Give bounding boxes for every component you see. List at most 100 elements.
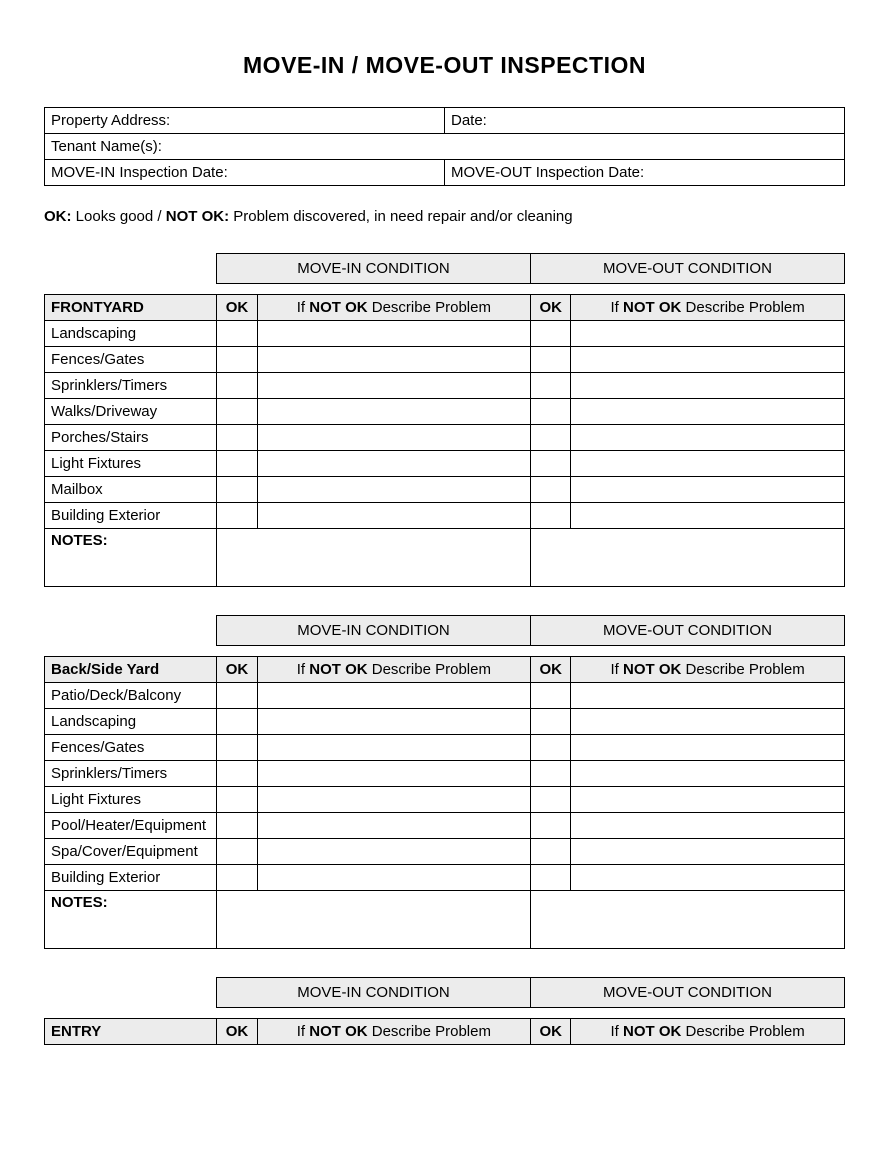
ok-cell-out[interactable] xyxy=(531,321,571,347)
ok-header-in: OK xyxy=(217,657,257,683)
desc-cell-in[interactable] xyxy=(257,761,531,787)
condition-header: MOVE-IN CONDITIONMOVE-OUT CONDITION xyxy=(44,615,845,646)
desc-cell-out[interactable] xyxy=(571,813,845,839)
date-field[interactable]: Date: xyxy=(445,108,845,134)
table-row: Fences/Gates xyxy=(45,735,845,761)
row-label: Fences/Gates xyxy=(45,347,217,373)
ok-cell-in[interactable] xyxy=(217,813,257,839)
row-label: Building Exterior xyxy=(45,865,217,891)
ok-cell-in[interactable] xyxy=(217,709,257,735)
notes-cell-out[interactable] xyxy=(531,529,845,587)
ok-cell-in[interactable] xyxy=(217,683,257,709)
ok-cell-out[interactable] xyxy=(531,761,571,787)
spacer xyxy=(44,616,217,646)
row-label: Patio/Deck/Balcony xyxy=(45,683,217,709)
ok-cell-out[interactable] xyxy=(531,865,571,891)
desc-cell-out[interactable] xyxy=(571,347,845,373)
ok-cell-in[interactable] xyxy=(217,503,257,529)
ok-cell-out[interactable] xyxy=(531,813,571,839)
ok-cell-out[interactable] xyxy=(531,839,571,865)
row-label: Porches/Stairs xyxy=(45,425,217,451)
desc-cell-in[interactable] xyxy=(257,373,531,399)
ok-cell-in[interactable] xyxy=(217,761,257,787)
desc-cell-out[interactable] xyxy=(571,321,845,347)
ok-cell-in[interactable] xyxy=(217,865,257,891)
desc-cell-in[interactable] xyxy=(257,477,531,503)
desc-cell-in[interactable] xyxy=(257,399,531,425)
desc-cell-out[interactable] xyxy=(571,399,845,425)
desc-cell-out[interactable] xyxy=(571,425,845,451)
ok-cell-in[interactable] xyxy=(217,425,257,451)
desc-cell-out[interactable] xyxy=(571,683,845,709)
ok-cell-out[interactable] xyxy=(531,735,571,761)
row-label: Light Fixtures xyxy=(45,787,217,813)
ok-cell-out[interactable] xyxy=(531,503,571,529)
ok-cell-in[interactable] xyxy=(217,839,257,865)
ok-cell-out[interactable] xyxy=(531,399,571,425)
desc-cell-in[interactable] xyxy=(257,683,531,709)
movein-date-field[interactable]: MOVE-IN Inspection Date: xyxy=(45,160,445,186)
row-label: Building Exterior xyxy=(45,503,217,529)
ok-cell-in[interactable] xyxy=(217,451,257,477)
ok-header-out: OK xyxy=(531,295,571,321)
ok-cell-in[interactable] xyxy=(217,321,257,347)
ok-cell-out[interactable] xyxy=(531,709,571,735)
table-row: Sprinklers/Timers xyxy=(45,761,845,787)
moveout-condition-header: MOVE-OUT CONDITION xyxy=(531,616,845,646)
notes-label: NOTES: xyxy=(45,891,217,949)
ok-header-out: OK xyxy=(531,657,571,683)
notes-label: NOTES: xyxy=(45,529,217,587)
ok-cell-out[interactable] xyxy=(531,347,571,373)
desc-cell-in[interactable] xyxy=(257,839,531,865)
desc-cell-out[interactable] xyxy=(571,503,845,529)
desc-cell-out[interactable] xyxy=(571,477,845,503)
ok-cell-in[interactable] xyxy=(217,373,257,399)
section-table: ENTRYOKIf NOT OK Describe ProblemOKIf NO… xyxy=(44,1018,845,1045)
ok-cell-in[interactable] xyxy=(217,347,257,373)
desc-cell-out[interactable] xyxy=(571,865,845,891)
desc-cell-in[interactable] xyxy=(257,813,531,839)
movein-condition-header: MOVE-IN CONDITION xyxy=(217,978,531,1008)
desc-cell-in[interactable] xyxy=(257,503,531,529)
table-row: Mailbox xyxy=(45,477,845,503)
ok-cell-in[interactable] xyxy=(217,787,257,813)
desc-cell-out[interactable] xyxy=(571,451,845,477)
ok-cell-out[interactable] xyxy=(531,373,571,399)
table-row: Pool/Heater/Equipment xyxy=(45,813,845,839)
ok-cell-in[interactable] xyxy=(217,399,257,425)
ok-cell-in[interactable] xyxy=(217,735,257,761)
desc-cell-in[interactable] xyxy=(257,709,531,735)
desc-cell-in[interactable] xyxy=(257,451,531,477)
desc-cell-out[interactable] xyxy=(571,373,845,399)
ok-cell-out[interactable] xyxy=(531,425,571,451)
notes-cell-out[interactable] xyxy=(531,891,845,949)
desc-cell-in[interactable] xyxy=(257,321,531,347)
property-address-field[interactable]: Property Address: xyxy=(45,108,445,134)
row-label: Sprinklers/Timers xyxy=(45,373,217,399)
notes-cell-in[interactable] xyxy=(217,529,531,587)
desc-cell-in[interactable] xyxy=(257,425,531,451)
desc-cell-in[interactable] xyxy=(257,865,531,891)
notes-cell-in[interactable] xyxy=(217,891,531,949)
ok-header-in: OK xyxy=(217,1019,257,1045)
desc-cell-out[interactable] xyxy=(571,787,845,813)
ok-cell-out[interactable] xyxy=(531,787,571,813)
desc-cell-in[interactable] xyxy=(257,735,531,761)
tenant-name-field[interactable]: Tenant Name(s): xyxy=(45,134,845,160)
ok-cell-in[interactable] xyxy=(217,477,257,503)
condition-header: MOVE-IN CONDITIONMOVE-OUT CONDITION xyxy=(44,977,845,1008)
ok-cell-out[interactable] xyxy=(531,451,571,477)
desc-cell-in[interactable] xyxy=(257,787,531,813)
row-label: Fences/Gates xyxy=(45,735,217,761)
ok-cell-out[interactable] xyxy=(531,683,571,709)
desc-cell-out[interactable] xyxy=(571,709,845,735)
legend-notok-text: Problem discovered, in need repair and/o… xyxy=(229,208,573,225)
desc-cell-in[interactable] xyxy=(257,347,531,373)
ok-header-in: OK xyxy=(217,295,257,321)
desc-cell-out[interactable] xyxy=(571,839,845,865)
desc-cell-out[interactable] xyxy=(571,761,845,787)
desc-cell-out[interactable] xyxy=(571,735,845,761)
moveout-date-field[interactable]: MOVE-OUT Inspection Date: xyxy=(445,160,845,186)
ok-cell-out[interactable] xyxy=(531,477,571,503)
moveout-condition-header: MOVE-OUT CONDITION xyxy=(531,978,845,1008)
